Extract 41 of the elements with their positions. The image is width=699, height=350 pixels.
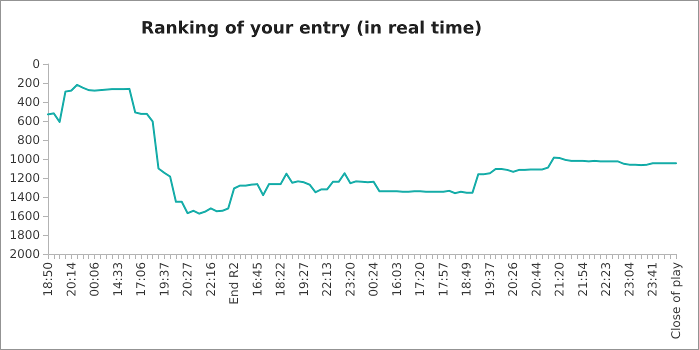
x-tick-label: 20:27 [180,262,195,297]
y-tick-label: 800 [17,133,40,147]
x-tick-label: 21:20 [552,262,567,297]
x-tick-label: 23:20 [343,262,358,297]
y-tick-label: 0 [32,57,40,71]
x-tick-label: 14:33 [110,262,125,297]
x-tick-label: 17:06 [134,262,148,297]
x-tick-label: 17:20 [413,262,428,297]
y-tick-label: 2000 [9,247,40,261]
y-tick-label: 600 [17,114,40,128]
x-tick-label: 23:04 [622,262,636,297]
x-tick-label: 20:44 [529,262,544,297]
x-tick-label: 19:37 [157,262,172,297]
x-tick-label: 00:24 [366,262,381,297]
x-tick-label: 18:50 [41,262,55,297]
chart-title: Ranking of your entry (in real time) [141,18,482,38]
x-tick-label: Close of play [669,262,683,340]
x-tick-label: 16:03 [390,262,404,297]
x-tick-label: 22:23 [599,262,614,297]
x-tick-label: 21:54 [576,262,590,297]
line-series [47,84,677,215]
y-tick-label: 1800 [9,228,40,242]
y-tick-label: 1000 [9,152,40,166]
x-tick-label: 19:37 [482,262,497,297]
y-tick-label: 1200 [9,171,40,185]
x-tick-label: 22:16 [204,262,218,297]
x-tick-label: 18:49 [460,262,474,297]
y-tick-label: 1600 [9,209,40,223]
y-tick-label: 400 [17,95,40,109]
x-tick-label: 23:41 [646,262,660,297]
x-tick-label: 17:57 [436,262,450,297]
x-tick-label: 16:45 [250,262,264,297]
y-tick-label: 1400 [9,190,40,204]
x-tick-label: 20:14 [64,262,78,297]
y-tick-label: 200 [17,76,40,90]
x-tick-label: 22:13 [320,262,334,297]
x-tick-label: 00:06 [88,262,102,297]
x-tick-label: End R2 [227,262,242,305]
x-tick-label: 18:22 [274,262,288,297]
x-tick-label: 20:26 [506,262,520,297]
x-tick-label: 19:27 [296,262,311,297]
